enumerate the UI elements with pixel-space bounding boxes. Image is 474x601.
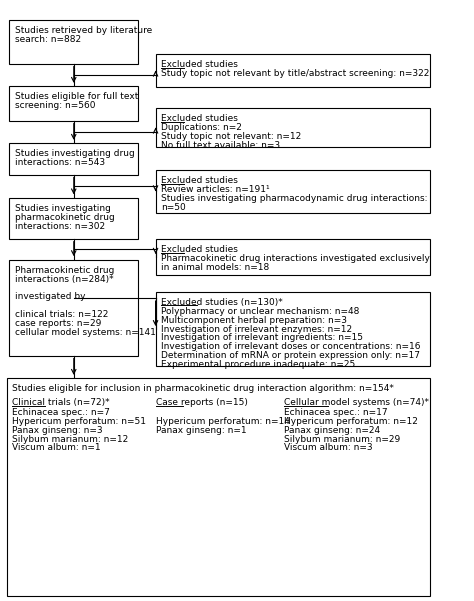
Text: Multicomponent herbal preparation: n=3: Multicomponent herbal preparation: n=3 [161, 316, 347, 325]
Text: Duplications: n=2: Duplications: n=2 [161, 123, 242, 132]
Text: clinical trials: n=122: clinical trials: n=122 [15, 310, 108, 319]
Bar [155, 170, 429, 213]
Text: Polypharmacy or unclear mechanism: n=48: Polypharmacy or unclear mechanism: n=48 [161, 307, 359, 316]
Bar [9, 260, 138, 356]
Text: Clinical trials (n=72)*: Clinical trials (n=72)* [11, 398, 109, 407]
Text: Hypericum perforatum: n=14: Hypericum perforatum: n=14 [155, 417, 290, 426]
Text: Investigation of irrelevant ingredients: n=15: Investigation of irrelevant ingredients:… [161, 334, 363, 343]
Text: interactions (n=284)*: interactions (n=284)* [15, 275, 113, 284]
Text: Panax ginseng: n=24: Panax ginseng: n=24 [284, 426, 381, 435]
Text: Excluded studies (n=130)*: Excluded studies (n=130)* [161, 297, 283, 307]
Text: Hypericum perforatum: n=51: Hypericum perforatum: n=51 [11, 417, 146, 426]
Text: Studies retrieved by literature: Studies retrieved by literature [15, 26, 152, 35]
Text: Echinacea spec.: n=17: Echinacea spec.: n=17 [284, 408, 388, 417]
Text: Excluded studies: Excluded studies [161, 175, 237, 185]
Bar [155, 54, 429, 87]
Text: Excluded studies: Excluded studies [161, 60, 237, 69]
Text: interactions: n=302: interactions: n=302 [15, 222, 105, 231]
Text: Studies eligible for full text: Studies eligible for full text [15, 93, 138, 102]
Text: Determination of mRNA or protein expression only: n=17: Determination of mRNA or protein express… [161, 351, 420, 360]
Bar [155, 239, 429, 275]
Text: Studies investigating: Studies investigating [15, 204, 110, 213]
Text: Excluded studies: Excluded studies [161, 245, 237, 254]
Text: Echinacea spec.: n=7: Echinacea spec.: n=7 [11, 408, 109, 417]
Text: in animal models: n=18: in animal models: n=18 [161, 263, 269, 272]
Bar [9, 198, 138, 239]
Text: Silybum marianum: n=29: Silybum marianum: n=29 [284, 435, 401, 444]
Text: Studies eligible for inclusion in pharmacokinetic drug interaction algorithm: n=: Studies eligible for inclusion in pharma… [12, 385, 394, 394]
Text: Experimental procedure inadequate: n=25: Experimental procedure inadequate: n=25 [161, 360, 355, 369]
Text: Panax ginseng: n=3: Panax ginseng: n=3 [11, 426, 102, 435]
Text: screening: n=560: screening: n=560 [15, 102, 95, 111]
Text: n=50: n=50 [161, 203, 185, 212]
Text: Investigation of irrelevant doses or concentrations: n=16: Investigation of irrelevant doses or con… [161, 343, 420, 352]
Text: Pharmacokinetic drug: Pharmacokinetic drug [15, 266, 114, 275]
Text: Hypericum perforatum: n=12: Hypericum perforatum: n=12 [284, 417, 418, 426]
Text: cellular model systems: n=141: cellular model systems: n=141 [15, 328, 155, 337]
Text: Excluded studies: Excluded studies [161, 114, 237, 123]
Text: case reports: n=29: case reports: n=29 [15, 319, 101, 328]
Text: Study topic not relevant by title/abstract screening: n=322: Study topic not relevant by title/abstra… [161, 69, 429, 78]
Text: Review articles: n=191¹: Review articles: n=191¹ [161, 185, 269, 194]
Bar [9, 144, 138, 174]
Bar [155, 291, 429, 367]
Text: Pharmacokinetic drug interactions investigated exclusively: Pharmacokinetic drug interactions invest… [161, 254, 429, 263]
Bar [9, 20, 138, 64]
Text: Cellular model systems (n=74)*: Cellular model systems (n=74)* [284, 398, 429, 407]
Bar [7, 379, 429, 596]
Text: pharmacokinetic drug: pharmacokinetic drug [15, 213, 114, 222]
Text: Investigation of irrelevant enzymes: n=12: Investigation of irrelevant enzymes: n=1… [161, 325, 352, 334]
Text: Viscum album: n=3: Viscum album: n=3 [284, 444, 373, 453]
Text: Case reports (n=15): Case reports (n=15) [155, 398, 247, 407]
Text: Panax ginseng: n=1: Panax ginseng: n=1 [155, 426, 246, 435]
Text: investigated by: investigated by [15, 292, 85, 301]
Text: Studies investigating pharmacodynamic drug interactions:: Studies investigating pharmacodynamic dr… [161, 194, 427, 203]
Text: interactions: n=543: interactions: n=543 [15, 158, 105, 167]
Bar [9, 87, 138, 121]
Bar [155, 108, 429, 147]
Text: Silybum marianum: n=12: Silybum marianum: n=12 [11, 435, 128, 444]
Text: Studies investigating drug: Studies investigating drug [15, 150, 135, 159]
Text: Viscum album: n=1: Viscum album: n=1 [11, 444, 100, 453]
Text: Study topic not relevant: n=12: Study topic not relevant: n=12 [161, 132, 301, 141]
Text: No full text available: n=3: No full text available: n=3 [161, 141, 280, 150]
Text: search: n=882: search: n=882 [15, 35, 81, 44]
